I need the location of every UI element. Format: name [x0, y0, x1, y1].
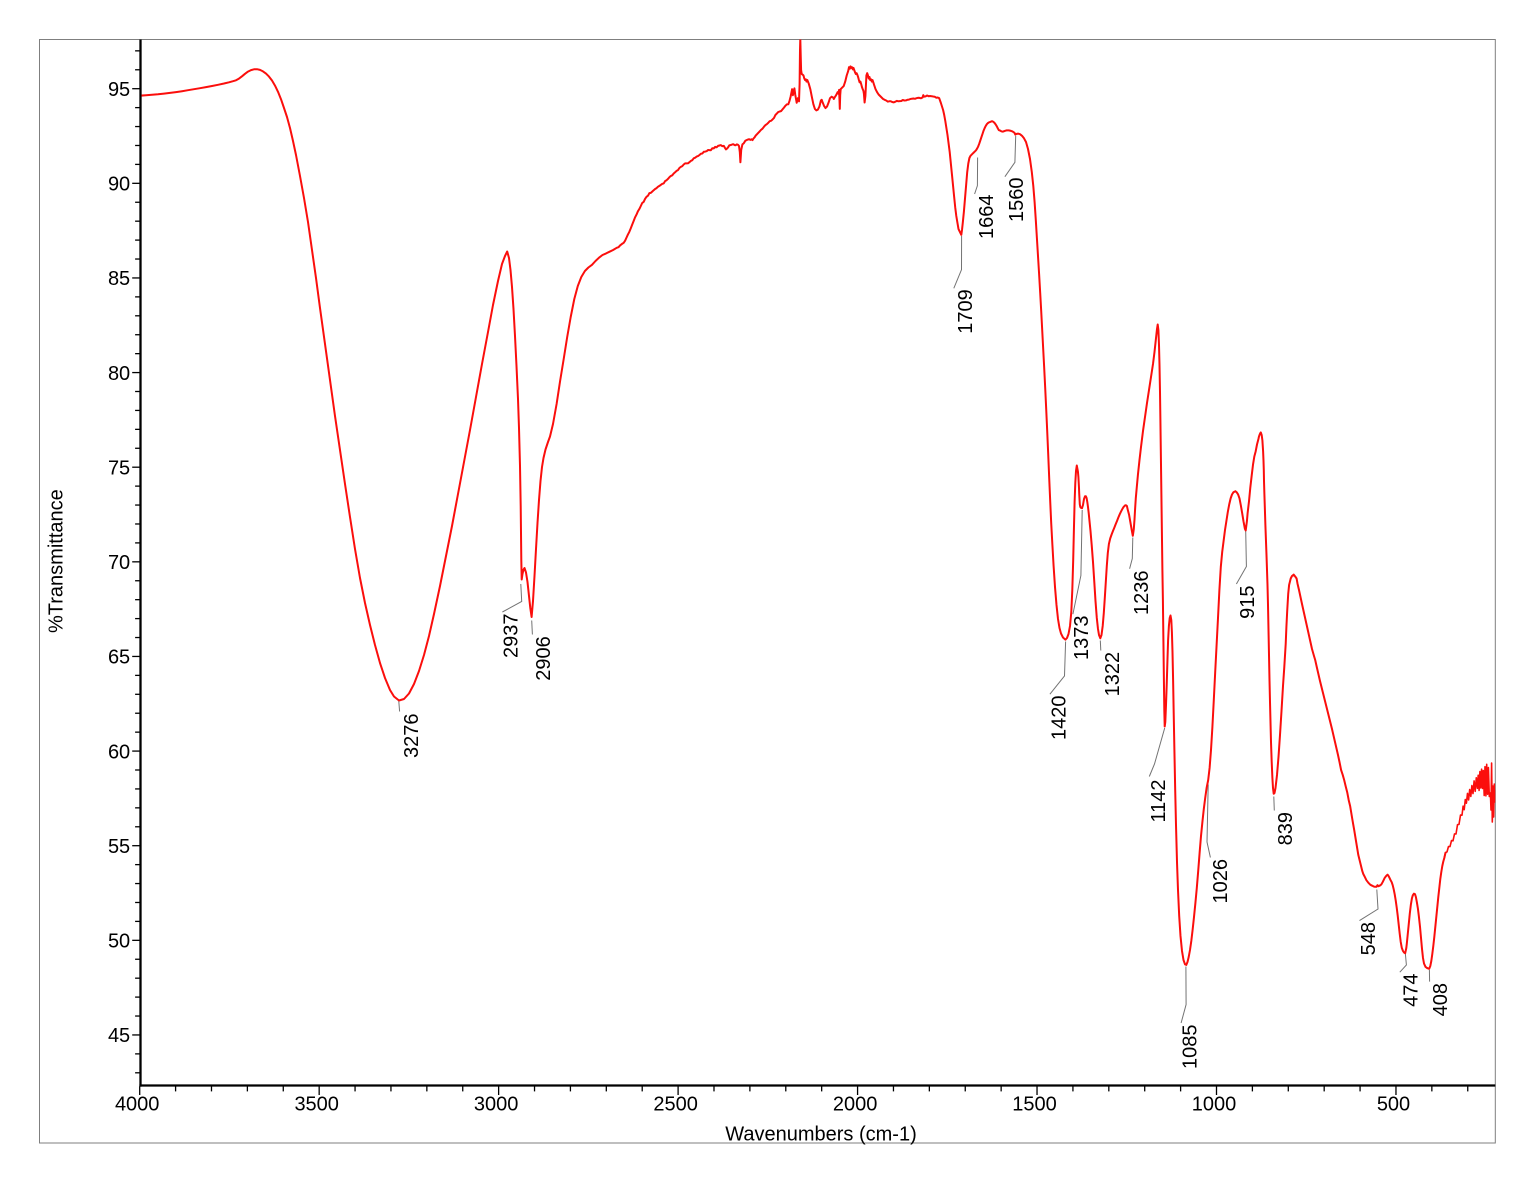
svg-text:%Transmittance: %Transmittance: [46, 489, 68, 633]
svg-text:95: 95: [108, 79, 130, 101]
svg-text:548: 548: [1358, 922, 1380, 955]
svg-text:1560: 1560: [1006, 178, 1028, 222]
svg-text:1000: 1000: [1192, 1094, 1237, 1116]
svg-text:3500: 3500: [294, 1094, 339, 1116]
svg-text:2906: 2906: [533, 636, 555, 681]
svg-text:55: 55: [108, 836, 130, 858]
svg-text:2937: 2937: [500, 614, 522, 659]
svg-text:500: 500: [1377, 1094, 1410, 1116]
svg-text:1085: 1085: [1180, 1025, 1202, 1070]
svg-text:60: 60: [108, 741, 130, 763]
svg-text:408: 408: [1430, 983, 1452, 1016]
svg-text:90: 90: [108, 174, 130, 196]
svg-text:1500: 1500: [1012, 1094, 1057, 1116]
svg-text:45: 45: [108, 1025, 130, 1047]
svg-text:2500: 2500: [653, 1094, 698, 1116]
svg-text:80: 80: [108, 363, 130, 385]
svg-text:70: 70: [108, 552, 130, 574]
svg-text:1709: 1709: [955, 289, 977, 334]
svg-text:1236: 1236: [1131, 571, 1153, 616]
svg-text:1664: 1664: [976, 195, 998, 240]
svg-text:474: 474: [1401, 974, 1423, 1007]
svg-text:1142: 1142: [1148, 779, 1170, 822]
svg-text:75: 75: [108, 457, 130, 479]
svg-text:50: 50: [108, 931, 130, 953]
svg-text:1420: 1420: [1048, 696, 1070, 741]
svg-text:4000: 4000: [115, 1094, 160, 1116]
svg-text:Wavenumbers (cm-1): Wavenumbers (cm-1): [725, 1124, 917, 1146]
svg-text:1026: 1026: [1210, 859, 1232, 904]
svg-text:85: 85: [108, 268, 130, 290]
svg-text:3276: 3276: [401, 714, 423, 759]
svg-text:65: 65: [108, 647, 130, 669]
svg-text:3000: 3000: [474, 1094, 519, 1116]
svg-text:839: 839: [1275, 812, 1297, 845]
svg-text:1322: 1322: [1102, 652, 1124, 697]
svg-text:1373: 1373: [1071, 616, 1093, 661]
svg-text:2000: 2000: [833, 1094, 878, 1116]
svg-text:915: 915: [1237, 586, 1259, 619]
